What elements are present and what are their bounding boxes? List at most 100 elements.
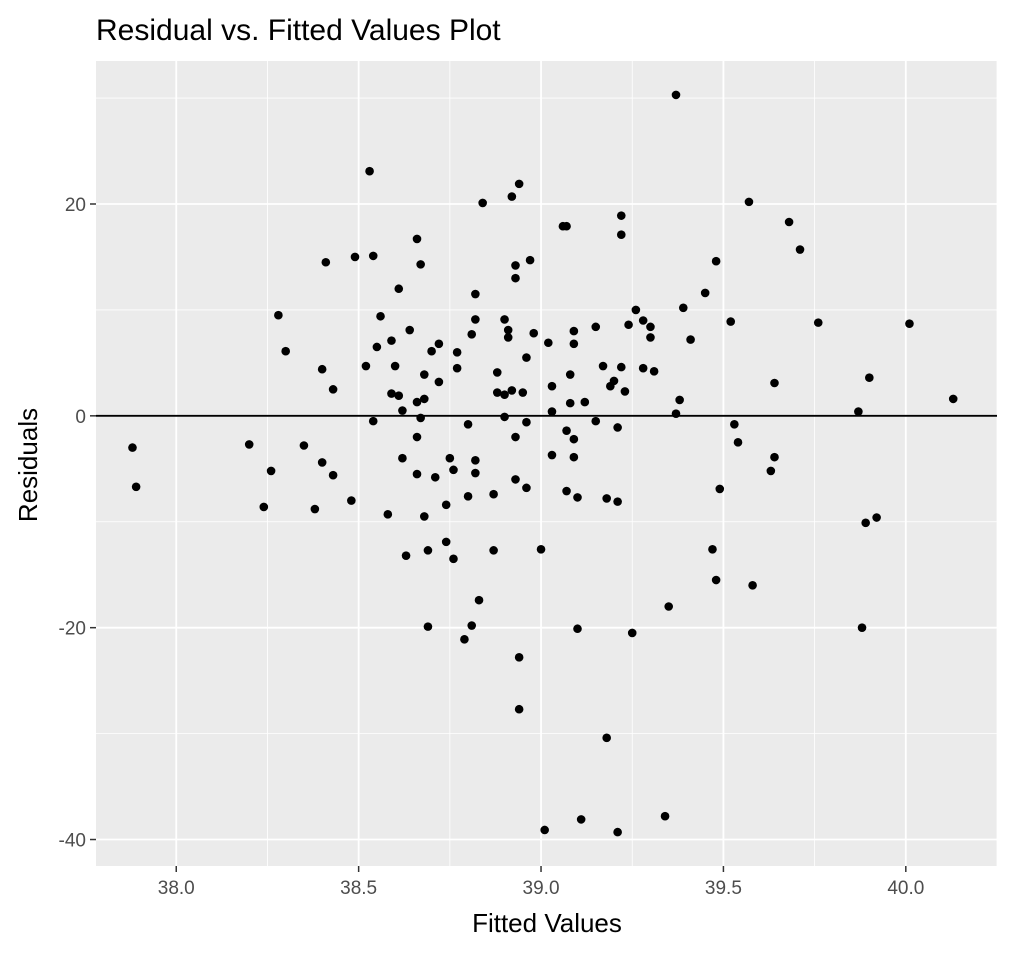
data-point <box>419 512 429 521</box>
data-point <box>452 363 462 373</box>
data-point <box>398 406 407 415</box>
data-point <box>865 373 874 383</box>
data-point <box>547 450 557 460</box>
data-point <box>412 432 422 442</box>
data-point <box>471 289 480 299</box>
data-point <box>492 368 502 377</box>
data-point <box>368 416 378 426</box>
data-point <box>616 230 626 240</box>
data-point <box>529 328 539 338</box>
data-point <box>795 245 805 254</box>
y-axis: -40 -20 0 20 <box>59 195 96 852</box>
data-point <box>573 493 582 502</box>
data-point <box>441 537 451 547</box>
data-point <box>412 469 422 479</box>
data-point <box>536 544 546 554</box>
panel-background <box>96 61 997 866</box>
data-point <box>416 260 425 269</box>
data-point <box>387 336 396 345</box>
data-point <box>569 452 579 462</box>
data-point <box>518 388 528 397</box>
data-point <box>492 388 502 397</box>
data-point <box>562 486 571 496</box>
data-point <box>905 319 914 328</box>
data-point <box>299 441 309 450</box>
data-point <box>733 438 743 447</box>
data-point <box>500 412 509 422</box>
data-point <box>478 198 487 208</box>
x-tick-label: 39.0 <box>523 878 560 899</box>
data-point <box>573 624 582 634</box>
data-point <box>511 432 520 442</box>
data-point <box>678 303 688 313</box>
data-point <box>503 333 513 342</box>
data-point <box>463 492 473 501</box>
data-point <box>452 347 462 357</box>
data-point <box>522 353 531 362</box>
x-tick-label: 38.0 <box>158 878 195 899</box>
data-point <box>591 416 601 426</box>
data-point <box>416 413 425 423</box>
data-point <box>419 394 429 404</box>
data-point <box>449 465 458 475</box>
data-point <box>434 339 444 349</box>
data-point <box>627 628 637 638</box>
data-point <box>784 217 794 227</box>
data-point <box>540 825 549 835</box>
data-point <box>598 361 608 371</box>
data-point <box>591 322 601 332</box>
plot-panel <box>96 61 998 866</box>
data-point <box>244 440 254 449</box>
data-point <box>514 653 524 662</box>
data-point <box>613 497 622 506</box>
data-point <box>387 389 396 398</box>
data-point <box>471 468 480 478</box>
data-point <box>569 339 579 349</box>
data-point <box>744 197 754 207</box>
data-point <box>726 317 736 326</box>
data-point <box>624 320 633 330</box>
data-point <box>569 434 579 444</box>
data-point <box>514 704 524 714</box>
data-point <box>686 335 695 344</box>
data-point <box>321 257 331 267</box>
data-point <box>266 466 276 476</box>
data-point <box>128 443 137 452</box>
data-point <box>547 381 557 391</box>
data-point <box>131 482 141 492</box>
data-point <box>489 489 498 499</box>
data-point <box>700 288 710 298</box>
x-axis-title: Fitted Values <box>472 908 622 938</box>
data-point <box>511 475 520 484</box>
data-point <box>350 252 360 262</box>
data-point <box>328 385 338 394</box>
data-point <box>649 367 659 376</box>
data-point <box>711 575 721 585</box>
data-point <box>405 325 415 335</box>
data-point <box>376 311 385 321</box>
x-tick-label: 40.0 <box>887 878 924 899</box>
x-axis: 38.0 38.5 39.0 39.5 40.0 <box>158 866 924 899</box>
data-point <box>613 423 622 432</box>
data-point <box>471 456 480 465</box>
data-point <box>861 518 870 528</box>
data-point <box>434 377 444 387</box>
y-tick-label: 0 <box>75 407 86 428</box>
data-point <box>441 500 451 510</box>
data-point <box>328 470 338 480</box>
data-point <box>522 483 531 493</box>
data-point <box>500 390 509 399</box>
data-point <box>813 318 823 327</box>
data-point <box>317 458 327 467</box>
y-tick-label: -20 <box>59 619 86 640</box>
data-point <box>474 595 484 605</box>
data-point <box>872 513 881 522</box>
data-point <box>372 342 382 352</box>
data-point <box>310 504 320 514</box>
data-point <box>565 398 575 408</box>
data-point <box>580 397 590 407</box>
data-point <box>511 273 520 283</box>
data-point <box>602 733 611 743</box>
data-point <box>770 378 779 388</box>
